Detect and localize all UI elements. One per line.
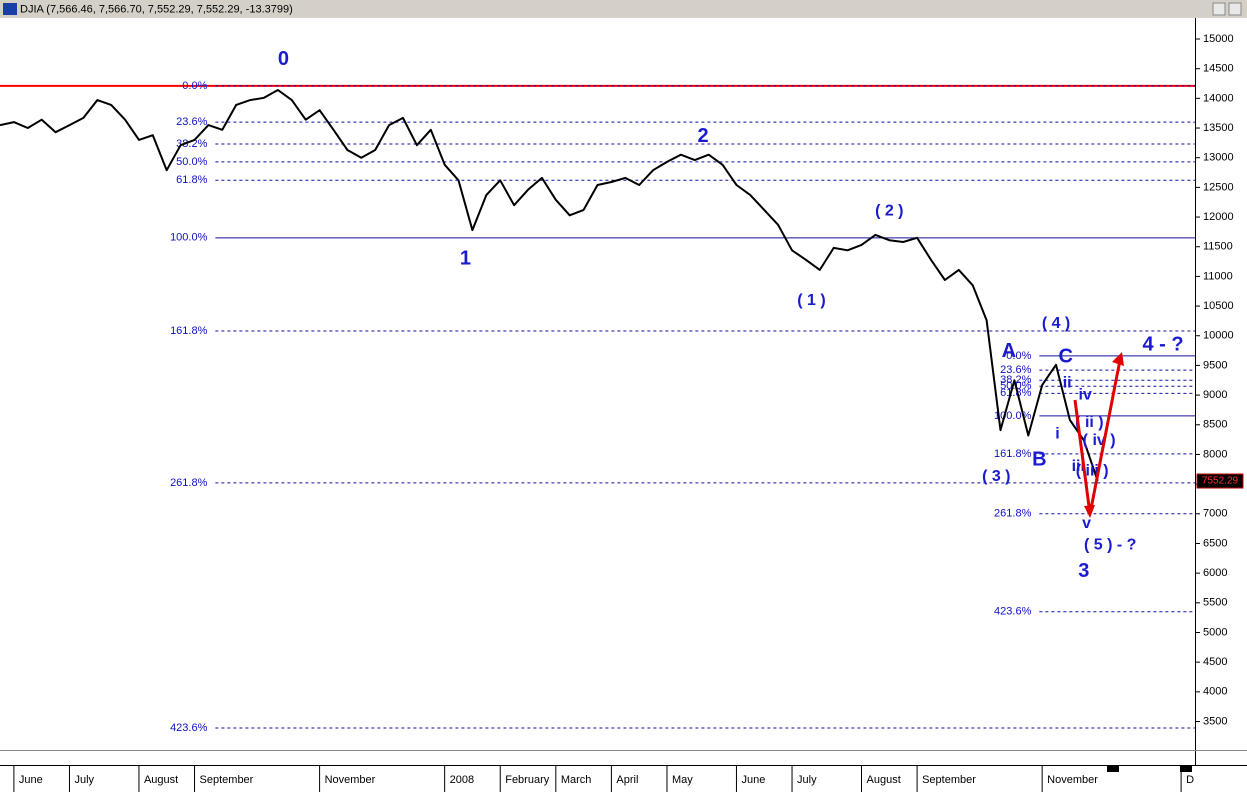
last-price-flag xyxy=(1196,473,1244,489)
wave-label: iii xyxy=(1072,458,1085,475)
wave-label: C xyxy=(1059,345,1073,367)
wave-label: ( iii ) xyxy=(1076,462,1109,479)
wave-label: 4 - ? xyxy=(1142,334,1183,356)
last-price-label: 7552.29 xyxy=(1202,476,1239,487)
y-tick-label: 11000 xyxy=(1203,270,1233,282)
fib-label: 38.2% xyxy=(1000,374,1031,386)
y-tick-label: 3500 xyxy=(1203,715,1227,727)
y-tick-label: 5000 xyxy=(1203,626,1227,638)
y-tick-label: 7000 xyxy=(1203,508,1227,520)
wave-label: ( 5 ) - ? xyxy=(1084,536,1136,553)
fib-label: 50.0% xyxy=(176,156,207,168)
fib-label: 161.8% xyxy=(994,448,1032,460)
y-tick-label: 9000 xyxy=(1203,389,1227,401)
wave-label: ( iv ) xyxy=(1083,432,1116,449)
y-tick-label: 4000 xyxy=(1203,686,1227,698)
fib-label: 38.2% xyxy=(176,138,207,150)
x-tick-label: March xyxy=(561,774,592,786)
wave-label: i xyxy=(1055,425,1059,442)
scroll-marker xyxy=(1180,766,1192,772)
wave-label: ( 3 ) xyxy=(982,468,1010,485)
fib-label: 423.6% xyxy=(170,722,208,734)
window-icon xyxy=(3,3,17,15)
fib-label: 23.6% xyxy=(176,116,207,128)
y-tick-label: 8000 xyxy=(1203,448,1227,460)
y-tick-label: 6500 xyxy=(1203,537,1227,549)
price-line xyxy=(0,89,1099,482)
forecast-arrows xyxy=(1073,352,1124,518)
x-tick-label: August xyxy=(867,774,901,786)
x-tick-label: 2008 xyxy=(450,774,474,786)
y-tick-label: 14500 xyxy=(1203,63,1234,75)
y-tick-label: 9500 xyxy=(1203,359,1227,371)
x-tick-label: November xyxy=(1047,774,1098,786)
fib-label: 161.8% xyxy=(170,325,208,337)
y-tick-label: 11500 xyxy=(1203,241,1233,253)
x-tick-label: D xyxy=(1186,774,1194,786)
x-tick-label: September xyxy=(922,774,976,786)
x-tick-label: April xyxy=(616,774,638,786)
x-axis-strip xyxy=(0,765,1247,792)
x-tick-label: June xyxy=(741,774,765,786)
window-title: DJIA (7,566.46, 7,566.70, 7,552.29, 7,55… xyxy=(20,3,293,15)
wave-label: ( 2 ) xyxy=(875,202,903,219)
fib-label: 261.8% xyxy=(994,508,1032,520)
y-tick-label: 5500 xyxy=(1203,597,1227,609)
y-tick-label: 4500 xyxy=(1203,656,1227,668)
x-tick-label: September xyxy=(200,774,254,786)
y-tick-label: 12500 xyxy=(1203,181,1234,193)
plot-area: 3500400045005000550060006500700075008000… xyxy=(0,33,1244,792)
wave-label: B xyxy=(1032,449,1046,471)
y-tick-label: 12000 xyxy=(1203,211,1234,223)
x-tick-label: July xyxy=(797,774,817,786)
arrow-head xyxy=(1084,505,1095,518)
wave-label: ( 4 ) xyxy=(1042,315,1070,332)
x-tick-label: May xyxy=(672,774,693,786)
wave-label: 3 xyxy=(1078,560,1089,582)
x-tick-label: June xyxy=(19,774,43,786)
wave-label: ( 1 ) xyxy=(797,292,825,309)
y-tick-label: 10000 xyxy=(1203,330,1234,342)
fib-label: 100.0% xyxy=(170,232,208,244)
x-tick-label: November xyxy=(325,774,376,786)
fib-label: 423.6% xyxy=(994,606,1032,618)
wave-label: 1 xyxy=(460,247,471,269)
y-tick-label: 10500 xyxy=(1203,300,1234,312)
y-tick-label: 8500 xyxy=(1203,419,1227,431)
wave-label: iv xyxy=(1079,386,1092,403)
x-tick-label: July xyxy=(74,774,94,786)
fib-label: 61.8% xyxy=(176,174,207,186)
fib-label: 0.0% xyxy=(1006,350,1031,362)
x-tick-label: August xyxy=(144,774,178,786)
y-tick-label: 13500 xyxy=(1203,122,1234,134)
y-tick-label: 15000 xyxy=(1203,33,1234,45)
arrow-head xyxy=(1112,352,1124,366)
fib-label: 23.6% xyxy=(1000,364,1031,376)
wave-label: v xyxy=(1082,515,1091,532)
title-bar xyxy=(0,0,1247,18)
close-button[interactable] xyxy=(1228,2,1242,16)
wave-label: 0 xyxy=(278,48,289,70)
wave-label: ( ii ) xyxy=(1075,414,1103,431)
y-tick-label: 6000 xyxy=(1203,567,1227,579)
wave-label: ii xyxy=(1063,374,1072,391)
fib-label: 61.8% xyxy=(1000,387,1031,399)
restore-button[interactable] xyxy=(1212,2,1226,16)
fib-label: 0.0% xyxy=(182,80,207,92)
wave-label: A xyxy=(1002,340,1016,362)
y-tick-label: 13000 xyxy=(1203,152,1234,164)
scroll-marker xyxy=(1107,766,1119,772)
x-tick-label: February xyxy=(505,774,550,786)
wave-label: 2 xyxy=(698,125,709,147)
y-tick-label: 14000 xyxy=(1203,92,1234,104)
fib-label: 261.8% xyxy=(170,477,208,489)
